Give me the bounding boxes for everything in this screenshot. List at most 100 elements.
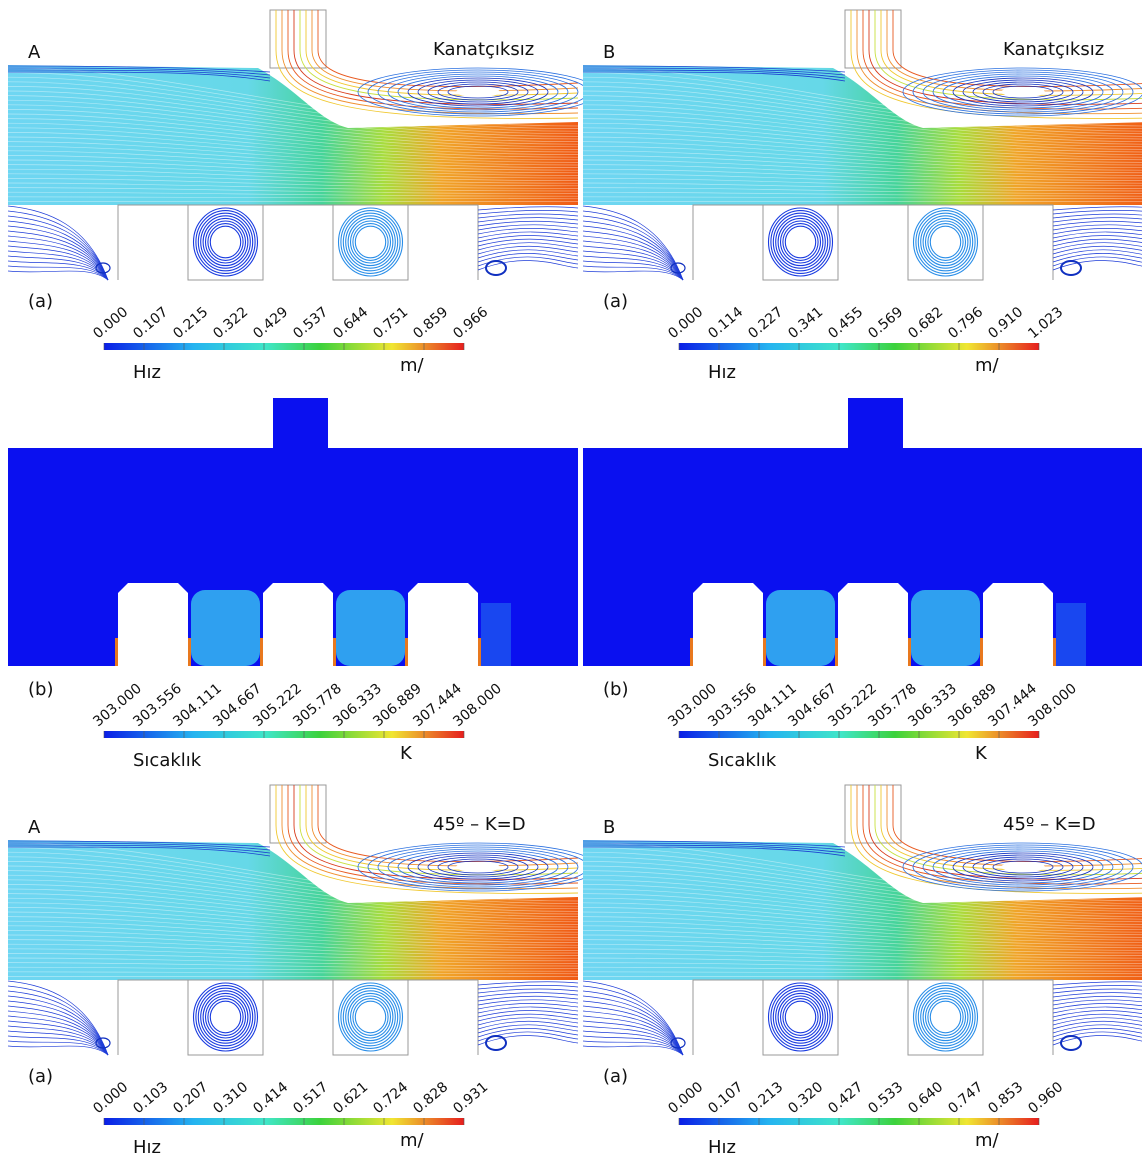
colorbar-tick-label: 0.931 [450, 1079, 491, 1117]
colorbar-tick-label: 0.853 [985, 1079, 1026, 1117]
block [118, 980, 188, 1055]
small-vortex [486, 1036, 506, 1050]
streamline [1053, 210, 1142, 214]
panel-title: Kanatçıksız [1003, 39, 1104, 60]
streamline [478, 985, 578, 989]
streamline [583, 1036, 683, 1055]
block [263, 205, 333, 280]
colorbar-tick-label: 0.000 [90, 304, 131, 342]
colorbar-tick-label: 0.429 [250, 304, 291, 342]
colorbar-tick-label: 0.322 [210, 304, 251, 342]
quantity-label: Hız [133, 1137, 161, 1158]
block [983, 980, 1053, 1055]
hot-wall [835, 638, 838, 666]
colorbar-tick-label: 0.000 [665, 304, 706, 342]
colorbar-tick-label: 0.640 [905, 1079, 946, 1117]
colorbar-tick-label: 0.751 [370, 304, 411, 342]
small-vortex [486, 261, 506, 275]
streamline [478, 996, 578, 1001]
colorbar-tick-label: 0.859 [410, 304, 451, 342]
colorbar-tick-label: 0.960 [1025, 1079, 1066, 1117]
colorbar-tick-label: 0.682 [905, 304, 946, 342]
sub-label: (a) [28, 291, 53, 312]
block [838, 980, 908, 1055]
sub-label: (a) [603, 1066, 628, 1087]
unit-label: m/ [975, 355, 1000, 376]
hot-wall [980, 638, 983, 666]
colorbar-tick-label: 0.621 [330, 1079, 371, 1117]
panel: A45º – K=D(a)0.0000.1030.2070.3100.4140.… [8, 785, 598, 1158]
figure: AKanatçıksız(a)0.0000.1070.2150.3220.429… [0, 0, 1142, 1162]
streamline [478, 982, 578, 985]
hot-wall [763, 638, 766, 666]
streamline [583, 241, 683, 280]
panel-letter: B [603, 817, 615, 838]
streamline [583, 206, 683, 280]
cavity-warm [911, 590, 980, 666]
streamline [583, 261, 683, 280]
colorbar-tick-label: 0.341 [785, 304, 826, 342]
streamline [8, 1046, 108, 1055]
block [408, 583, 478, 666]
unit-label: m/ [975, 1130, 1000, 1151]
colorbar-tick-label: 0.414 [250, 1079, 291, 1117]
colorbar-tick-label: 0.747 [945, 1079, 986, 1117]
streamline [583, 216, 683, 280]
block [408, 980, 478, 1055]
quantity-label: Hız [133, 362, 161, 383]
colorbar-tick-label: 0.000 [90, 1079, 131, 1117]
colorbar-tick-label: 0.213 [745, 1079, 786, 1117]
colorbar-tick-label: 0.796 [945, 304, 986, 342]
panel: (b)303.000303.556304.111304.667305.22230… [8, 398, 578, 771]
colorbar-tick-label: 0.569 [865, 304, 906, 342]
colorbar-tick-label: 0.533 [865, 1079, 906, 1117]
sub-label: (b) [28, 679, 53, 700]
panel-letter: B [603, 42, 615, 63]
quantity-label: Sıcaklık [708, 750, 777, 771]
block [263, 980, 333, 1055]
streamline [478, 1003, 578, 1009]
colorbar [104, 731, 464, 738]
streamline [8, 206, 108, 280]
colorbar [104, 1118, 464, 1125]
unit-label: m/ [400, 355, 425, 376]
colorbar-tick-label: 0.724 [370, 1079, 411, 1117]
streamline [8, 261, 108, 280]
sub-label: (a) [28, 1066, 53, 1087]
colorbar-tick-label: 0.427 [825, 1079, 866, 1117]
colorbar-tick-label: 0.207 [170, 1079, 211, 1117]
colorbar-tick-label: 0.227 [745, 304, 786, 342]
vortex-core [456, 87, 500, 97]
colorbar-tick-label: 0.517 [290, 1079, 331, 1117]
streamline [583, 1016, 683, 1055]
block [693, 583, 763, 666]
unit-label: m/ [400, 1130, 425, 1151]
vortex-core [1001, 87, 1045, 97]
vortex-core [1001, 862, 1045, 872]
streamline [478, 1007, 578, 1013]
cavity-warm [766, 590, 835, 666]
streamline [583, 991, 683, 1055]
streamline [8, 241, 108, 280]
streamline [1053, 989, 1142, 993]
streamline [478, 210, 578, 214]
block [408, 205, 478, 280]
colorbar-tick-label: 0.966 [450, 304, 491, 342]
colorbar-tick-label: 1.023 [1025, 304, 1066, 342]
small-vortex [1061, 261, 1081, 275]
colorbar [679, 1118, 1039, 1125]
hot-wall [333, 638, 336, 666]
colorbar-tick-label: 0.114 [705, 304, 746, 342]
block [983, 205, 1053, 280]
block [693, 205, 763, 280]
streamline [478, 232, 578, 238]
block [838, 205, 908, 280]
sub-label: (a) [603, 291, 628, 312]
colorbar [104, 343, 464, 350]
panel-letter: A [28, 42, 41, 63]
colorbar-tick-label: 0.828 [410, 1079, 451, 1117]
streamline [478, 225, 578, 230]
panel-title: 45º – K=D [433, 814, 526, 835]
colorbar-tick-label: 0.910 [985, 304, 1026, 342]
streamline [1053, 985, 1142, 989]
